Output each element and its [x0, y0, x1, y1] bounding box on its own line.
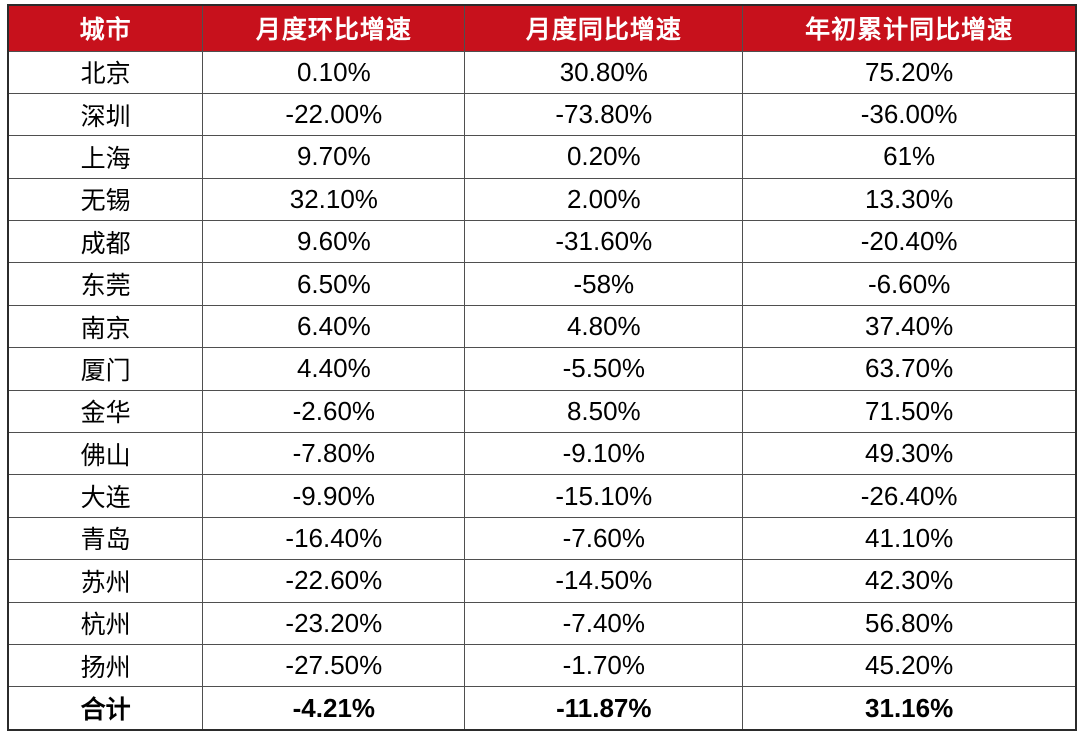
value-cell: 2.00%: [464, 177, 744, 222]
city-cell: 厦门: [7, 347, 204, 391]
value-cell: -1.70%: [464, 643, 744, 688]
value-cell: -16.40%: [202, 516, 466, 561]
city-growth-table: 城市 月度环比增速 月度同比增速 年初累计同比增速 北京 0.10% 30.80% 75.2…: [7, 4, 1077, 731]
city-cell: 扬州: [7, 643, 204, 688]
city-cell: 杭州: [7, 601, 204, 645]
value-cell: 32.10%: [202, 177, 466, 222]
table-row: 成都 9.60% -31.60% -20.40%: [7, 220, 1077, 264]
city-cell: 无锡: [7, 177, 204, 222]
total-label-cell: 合计: [7, 686, 204, 731]
column-header: 月度同比增速: [464, 4, 744, 52]
column-header: 城市: [7, 4, 204, 52]
table-row: 佛山 -7.80% -9.10% 49.30%: [7, 432, 1077, 476]
value-cell: 4.80%: [464, 304, 744, 349]
value-cell: 8.50%: [464, 389, 744, 434]
column-header: 年初累计同比增速: [742, 4, 1077, 52]
table-row: 深圳 -22.00% -73.80% -36.00%: [7, 92, 1077, 137]
table-row: 无锡 32.10% 2.00% 13.30%: [7, 177, 1077, 222]
value-cell: -27.50%: [202, 643, 466, 688]
value-cell: 71.50%: [742, 389, 1077, 434]
value-cell: -58%: [464, 262, 744, 306]
value-cell: 75.20%: [742, 50, 1077, 94]
value-cell: -14.50%: [464, 559, 744, 603]
value-cell: 6.40%: [202, 304, 466, 349]
value-cell: 45.20%: [742, 643, 1077, 688]
value-cell: -2.60%: [202, 389, 466, 434]
table-row: 北京 0.10% 30.80% 75.20%: [7, 50, 1077, 94]
city-cell: 成都: [7, 220, 204, 264]
value-cell: 0.10%: [202, 50, 466, 94]
table-row: 厦门 4.40% -5.50% 63.70%: [7, 347, 1077, 391]
value-cell: -22.60%: [202, 559, 466, 603]
value-cell: 9.70%: [202, 135, 466, 179]
header-row: 城市 月度环比增速 月度同比增速 年初累计同比增速: [7, 4, 1077, 52]
value-cell: -73.80%: [464, 92, 744, 137]
table-row: 上海 9.70% 0.20% 61%: [7, 135, 1077, 179]
value-cell: 6.50%: [202, 262, 466, 306]
table-row: 南京 6.40% 4.80% 37.40%: [7, 304, 1077, 349]
value-cell: -9.10%: [464, 432, 744, 476]
table-body: 北京 0.10% 30.80% 75.20% 深圳 -22.00% -73.80% -36.0…: [7, 50, 1077, 731]
table-row: 苏州 -22.60% -14.50% 42.30%: [7, 559, 1077, 603]
value-cell: -36.00%: [742, 92, 1077, 137]
total-value-cell: -4.21%: [202, 686, 466, 731]
value-cell: -9.90%: [202, 474, 466, 518]
value-cell: 30.80%: [464, 50, 744, 94]
city-cell: 南京: [7, 304, 204, 349]
city-cell: 北京: [7, 50, 204, 94]
value-cell: 56.80%: [742, 601, 1077, 645]
value-cell: -5.50%: [464, 347, 744, 391]
total-value-cell: -11.87%: [464, 686, 744, 731]
table-row: 东莞 6.50% -58% -6.60%: [7, 262, 1077, 306]
table-header: 城市 月度环比增速 月度同比增速 年初累计同比增速: [7, 4, 1077, 52]
city-cell: 深圳: [7, 92, 204, 137]
table-row: 扬州 -27.50% -1.70% 45.20%: [7, 643, 1077, 688]
value-cell: 61%: [742, 135, 1077, 179]
value-cell: -7.40%: [464, 601, 744, 645]
table-row: 金华 -2.60% 8.50% 71.50%: [7, 389, 1077, 434]
value-cell: -15.10%: [464, 474, 744, 518]
value-cell: 37.40%: [742, 304, 1077, 349]
value-cell: -22.00%: [202, 92, 466, 137]
value-cell: 9.60%: [202, 220, 466, 264]
value-cell: -20.40%: [742, 220, 1077, 264]
value-cell: 41.10%: [742, 516, 1077, 561]
value-cell: 63.70%: [742, 347, 1077, 391]
value-cell: 49.30%: [742, 432, 1077, 476]
value-cell: 13.30%: [742, 177, 1077, 222]
value-cell: -7.60%: [464, 516, 744, 561]
total-row: 合计 -4.21% -11.87% 31.16%: [7, 686, 1077, 731]
table-row: 青岛 -16.40% -7.60% 41.10%: [7, 516, 1077, 561]
city-cell: 金华: [7, 389, 204, 434]
total-value-cell: 31.16%: [742, 686, 1077, 731]
city-cell: 大连: [7, 474, 204, 518]
city-cell: 佛山: [7, 432, 204, 476]
column-header: 月度环比增速: [202, 4, 466, 52]
value-cell: 42.30%: [742, 559, 1077, 603]
table-row: 杭州 -23.20% -7.40% 56.80%: [7, 601, 1077, 645]
city-cell: 青岛: [7, 516, 204, 561]
value-cell: -26.40%: [742, 474, 1077, 518]
table-row: 大连 -9.90% -15.10% -26.40%: [7, 474, 1077, 518]
value-cell: 0.20%: [464, 135, 744, 179]
value-cell: -7.80%: [202, 432, 466, 476]
value-cell: -6.60%: [742, 262, 1077, 306]
value-cell: 4.40%: [202, 347, 466, 391]
city-cell: 上海: [7, 135, 204, 179]
value-cell: -31.60%: [464, 220, 744, 264]
city-cell: 东莞: [7, 262, 204, 306]
value-cell: -23.20%: [202, 601, 466, 645]
city-cell: 苏州: [7, 559, 204, 603]
